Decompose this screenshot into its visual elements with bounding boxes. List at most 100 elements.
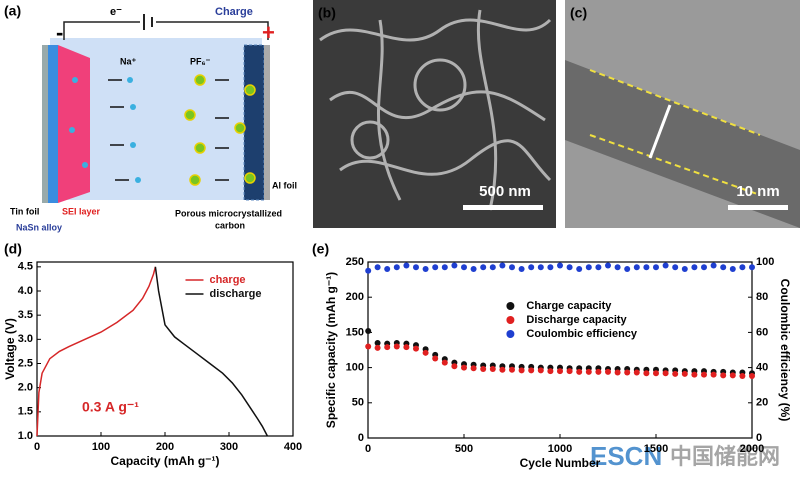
flake	[329, 90, 546, 122]
data-point	[547, 264, 554, 271]
data-point	[662, 370, 669, 377]
data-point	[413, 345, 419, 352]
data-point	[432, 264, 439, 271]
data-point	[384, 266, 391, 273]
flake	[339, 139, 552, 182]
data-point	[720, 264, 727, 271]
tem-layer	[565, 60, 800, 228]
pf6-ions	[184, 74, 256, 186]
watermark: 中国储能网	[670, 444, 780, 469]
y-tick-label: 3.0	[18, 333, 33, 345]
y-tick-label: 50	[352, 397, 364, 409]
data-point	[499, 262, 506, 269]
x-tick-label: 200	[156, 441, 174, 453]
data-point	[605, 262, 611, 269]
tin-foil-label: Tin foil	[10, 206, 39, 216]
carbon-label: carbon	[215, 220, 245, 230]
data-point	[365, 343, 372, 350]
x-tick-label: 1000	[548, 443, 572, 455]
x-tick-label: 300	[220, 441, 238, 453]
data-point	[461, 264, 467, 271]
data-point	[470, 266, 477, 273]
panel-label: (d)	[4, 241, 22, 257]
sei-layer	[58, 45, 90, 203]
data-point	[509, 264, 515, 271]
data-point	[461, 364, 467, 371]
anion	[234, 122, 246, 134]
carbon-label: Porous microcrystallized	[175, 208, 282, 218]
data-point	[749, 373, 755, 380]
data-point	[470, 365, 477, 372]
panel-label: (e)	[312, 241, 329, 257]
ion	[135, 177, 141, 183]
ion	[130, 142, 136, 148]
data-point	[691, 264, 698, 271]
data-point	[393, 264, 400, 271]
data-point	[547, 368, 554, 375]
y-tick-label: 4.5	[18, 261, 33, 273]
annotation: 0.3 A g⁻¹	[82, 399, 139, 415]
data-line	[36, 266, 157, 437]
data-point	[653, 370, 659, 377]
panel-label: (a)	[4, 3, 21, 19]
scale-bar	[728, 205, 788, 210]
data-point	[480, 366, 487, 373]
data-point	[624, 369, 631, 376]
data-point	[480, 264, 487, 271]
data-point	[614, 369, 621, 376]
data-point	[566, 368, 573, 375]
flake	[476, 9, 498, 211]
data-point	[528, 367, 535, 374]
scale-label: 10 nm	[736, 183, 779, 200]
data-point	[528, 264, 535, 271]
y-tick-label: 2.5	[18, 357, 33, 369]
charge-label: Charge	[215, 6, 253, 18]
ion	[127, 77, 133, 83]
data-point	[672, 370, 679, 377]
y-axis-title: Voltage (V)	[3, 318, 17, 380]
legend-swatch	[506, 302, 515, 310]
data-point	[595, 368, 602, 375]
legend-swatch	[506, 330, 515, 338]
thickness-arrow	[648, 104, 672, 159]
pore	[413, 58, 467, 112]
y-tick-label: 1.5	[18, 406, 33, 418]
guide-line	[589, 134, 761, 196]
y2-tick-label: 20	[756, 397, 768, 409]
electron: e⁻	[110, 6, 122, 18]
legend-label: Discharge capacity	[526, 314, 627, 326]
data-point	[422, 349, 429, 356]
x-tick-label: 2000	[740, 443, 764, 455]
data-line	[154, 266, 269, 437]
data-point	[662, 262, 669, 269]
ion	[72, 77, 78, 83]
data-point	[633, 264, 640, 271]
data-point	[432, 355, 439, 362]
x-tick-label: 1500	[644, 443, 668, 455]
data-point	[691, 371, 698, 378]
data-point	[489, 264, 496, 271]
data-point	[624, 266, 631, 273]
data-point	[585, 368, 592, 375]
tin-foil	[42, 45, 48, 203]
legend-label: charge	[209, 274, 245, 286]
flake	[319, 18, 552, 42]
anion	[244, 84, 256, 96]
battery-gap	[140, 15, 156, 29]
minus: -	[56, 20, 63, 45]
x-tick-label: 400	[284, 441, 302, 453]
y-tick-label: 3.5	[18, 309, 33, 321]
data-point	[653, 264, 659, 271]
ion	[82, 162, 88, 168]
data-point	[413, 264, 419, 271]
data-point	[393, 343, 400, 350]
scale-bar	[463, 205, 543, 210]
x-axis-title: Capacity (mAh g⁻¹)	[110, 454, 219, 468]
data-point	[739, 264, 746, 271]
data-point	[605, 368, 611, 375]
sem-image	[313, 0, 556, 228]
nasn-alloy	[48, 45, 58, 203]
data-point	[384, 344, 391, 351]
y-axis-title: Specific capacity (mAh g⁻¹)	[324, 272, 338, 428]
y-tick-label: 0	[358, 432, 364, 444]
